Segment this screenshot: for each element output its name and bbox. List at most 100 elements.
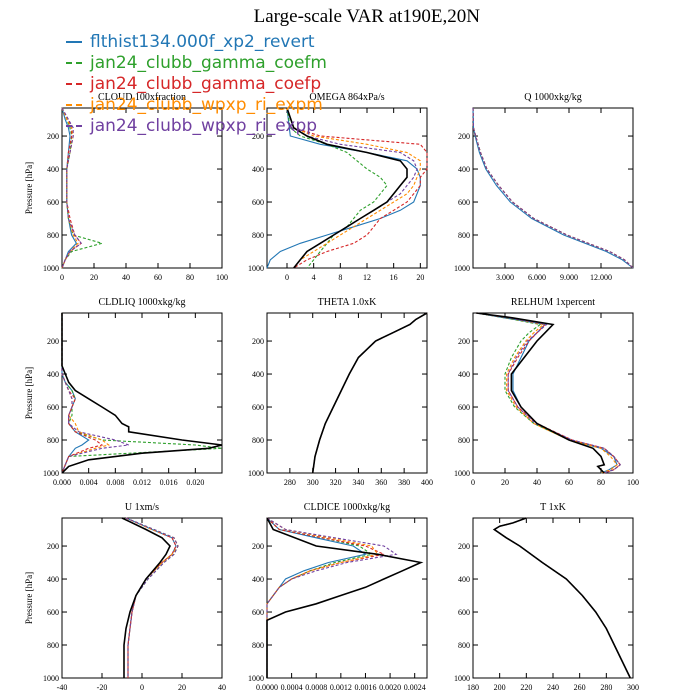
y-tick-label: 1000 [248, 674, 264, 683]
x-tick-label: 220 [520, 683, 532, 692]
x-tick-label: 20 [416, 273, 424, 282]
y-tick-label: 600 [47, 198, 59, 207]
series-line-black [286, 107, 408, 269]
x-tick-label: 0 [140, 683, 144, 692]
x-tick-label: -40 [57, 683, 68, 692]
x-tick-label: 0.016 [160, 478, 178, 487]
x-tick-label: 40 [218, 683, 226, 692]
x-tick-label: 20 [90, 273, 98, 282]
plot-frame [266, 312, 428, 474]
x-tick-label: 300 [627, 683, 639, 692]
x-tick-label: 200 [494, 683, 506, 692]
series-line-2 [125, 517, 179, 678]
series-line-2 [493, 517, 631, 679]
series-line-3 [61, 313, 104, 474]
panel-title: T 1xK [540, 502, 566, 513]
x-tick-label: 40 [122, 273, 130, 282]
x-tick-label: 12 [363, 273, 371, 282]
page-title: Large-scale VAR at190E,20N [253, 6, 480, 27]
legend-item: jan24_clubb_wpxp_ri_expm [66, 94, 327, 115]
series-line-4 [312, 312, 428, 474]
x-tick-label: 16 [390, 273, 398, 282]
series-line-1 [312, 312, 428, 474]
x-tick-label: 0.0000 [256, 683, 278, 692]
series-line-1 [125, 517, 177, 678]
x-tick-label: 100 [627, 478, 639, 487]
series-line-3 [286, 107, 428, 269]
series-line-1 [472, 107, 634, 269]
x-tick-label: 3.000 [496, 273, 514, 282]
y-axis-label: Pressure [hPa] [24, 367, 34, 419]
y-tick-label: 1000 [43, 469, 59, 478]
plot-frame [266, 107, 428, 269]
series-line-3 [493, 517, 631, 679]
y-tick-label: 200 [252, 132, 264, 141]
series-line-2 [266, 517, 373, 678]
y-tick-label: 800 [252, 231, 264, 240]
series-line-5 [493, 517, 631, 679]
series-line-4 [286, 107, 421, 269]
y-tick-label: 800 [252, 436, 264, 445]
legend-label: flthist134.000f_xp2_revert [90, 31, 315, 52]
panel-title: OMEGA 864xPa/s [309, 92, 384, 103]
x-tick-label: 80 [597, 478, 605, 487]
panel-title: CLOUD 100xfraction [98, 92, 186, 103]
legend-label: jan24_clubb_gamma_coefp [90, 73, 322, 94]
x-tick-label: 40 [533, 478, 541, 487]
x-tick-label: 0.0012 [330, 683, 352, 692]
y-tick-label: 600 [458, 198, 470, 207]
series-line-black [476, 312, 606, 474]
series-line-4 [472, 107, 634, 269]
y-tick-label: 1000 [248, 264, 264, 273]
x-tick-label: 320 [330, 478, 342, 487]
plot-frame [266, 517, 428, 679]
series-line-4 [266, 517, 379, 678]
y-tick-label: 400 [47, 575, 59, 584]
series-line-4 [493, 517, 631, 679]
x-tick-label: 380 [398, 478, 410, 487]
y-axis-label: Pressure [hPa] [24, 162, 34, 214]
panel-title: CLDICE 1000xkg/kg [304, 502, 390, 513]
y-tick-label: 600 [252, 608, 264, 617]
series-line-5 [472, 107, 634, 269]
y-tick-label: 400 [47, 370, 59, 379]
x-tick-label: 0.0024 [404, 683, 426, 692]
x-tick-label: 12.000 [590, 273, 612, 282]
panel-title: THETA 1.0xK [318, 297, 377, 308]
x-tick-label: 20 [501, 478, 509, 487]
legend-item: jan24_clubb_wpxp_ri_expp [66, 115, 327, 136]
x-tick-label: 0.020 [186, 478, 204, 487]
y-tick-label: 600 [458, 608, 470, 617]
x-tick-label: 280 [600, 683, 612, 692]
legend-swatch [66, 40, 82, 43]
x-tick-label: 240 [547, 683, 559, 692]
series-line-3 [266, 517, 386, 678]
legend-label: jan24_clubb_wpxp_ri_expm [90, 94, 323, 115]
y-tick-label: 600 [252, 403, 264, 412]
panel-title: RELHUM 1xpercent [511, 297, 595, 308]
plot-frame [61, 517, 223, 679]
y-tick-label: 200 [47, 542, 59, 551]
x-tick-label: 100 [216, 273, 228, 282]
legend-swatch [66, 103, 82, 106]
y-tick-label: 1000 [248, 469, 264, 478]
legend-label: jan24_clubb_gamma_coefm [90, 52, 327, 73]
x-tick-label: -20 [97, 683, 108, 692]
y-tick-label: 200 [252, 542, 264, 551]
x-tick-label: 280 [284, 478, 296, 487]
plot-frame [472, 107, 634, 269]
x-tick-label: 400 [421, 478, 433, 487]
y-tick-label: 800 [47, 231, 59, 240]
y-tick-label: 1000 [454, 674, 470, 683]
y-tick-label: 800 [458, 641, 470, 650]
x-tick-label: 340 [352, 478, 364, 487]
legend-swatch [66, 61, 82, 64]
panel-title: U 1xm/s [125, 502, 159, 513]
y-tick-label: 1000 [454, 264, 470, 273]
y-tick-label: 400 [458, 575, 470, 584]
y-tick-label: 200 [252, 337, 264, 346]
x-tick-label: 0.0020 [379, 683, 401, 692]
x-tick-label: 0 [285, 273, 289, 282]
x-tick-label: 0.000 [53, 478, 71, 487]
